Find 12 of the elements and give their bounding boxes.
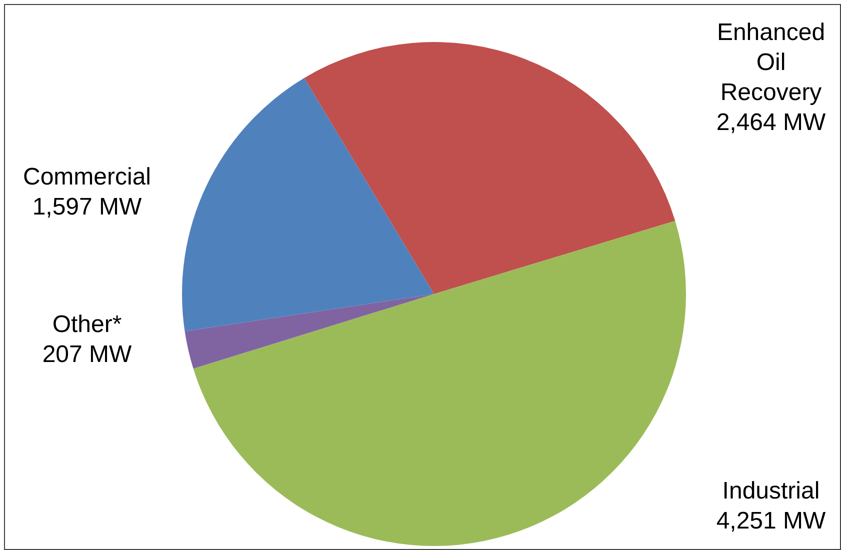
data-label: 1,597 MW (32, 194, 142, 221)
slice-label: Enhanced Oil Recovery (716, 18, 826, 106)
slice-label: Other* (52, 310, 122, 338)
pie-slice (184, 294, 434, 369)
pie-slice (182, 78, 434, 332)
data-label: 207 MW (42, 340, 132, 368)
pie-slice (193, 220, 686, 546)
data-label: 4,251 MW (716, 507, 826, 534)
pie-slice (304, 42, 676, 294)
data-label: 2,464 MW (716, 108, 826, 136)
slice-label: Industrial (722, 477, 820, 504)
slice-label: Commercial (22, 164, 152, 191)
